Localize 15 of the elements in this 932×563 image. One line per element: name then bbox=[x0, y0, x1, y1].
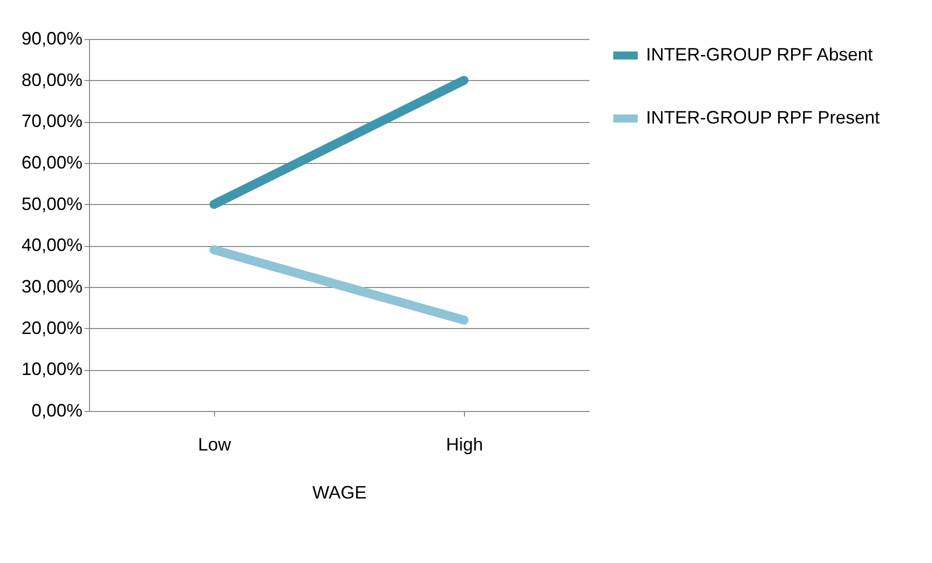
y-tick-label: 70,00% bbox=[21, 111, 82, 132]
y-tick-label: 80,00% bbox=[21, 70, 82, 90]
y-tick-label: 40,00% bbox=[21, 235, 82, 256]
y-tick-label: 0,00% bbox=[31, 400, 82, 420]
x-tick-label: High bbox=[446, 434, 484, 454]
x-axis-title: WAGE bbox=[312, 482, 367, 502]
y-tick-label: 90,00% bbox=[21, 28, 82, 48]
y-tick-label: 20,00% bbox=[21, 318, 82, 338]
legend-label: INTER-GROUP RPF Present bbox=[646, 108, 880, 128]
y-tick-label: 30,00% bbox=[21, 276, 82, 296]
y-tick-label: 50,00% bbox=[21, 194, 82, 214]
y-tick-label: 10,00% bbox=[21, 359, 82, 380]
y-tick-label: 60,00% bbox=[21, 152, 82, 172]
legend-label: INTER-GROUP RPF Absent bbox=[646, 44, 873, 64]
x-tick-label: Low bbox=[198, 434, 232, 454]
